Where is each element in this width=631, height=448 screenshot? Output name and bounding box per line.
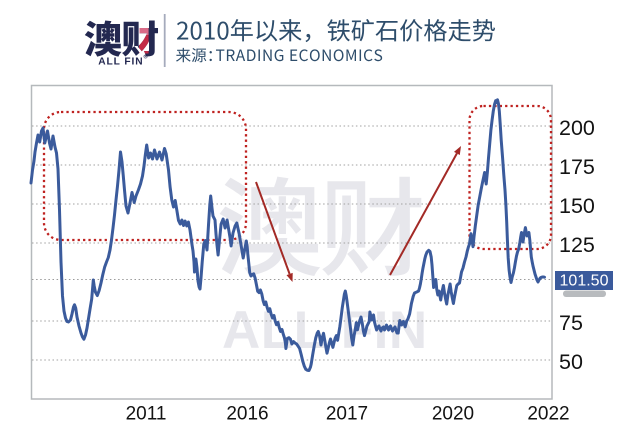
svg-text:2016: 2016 [226, 404, 268, 425]
svg-text:101.50: 101.50 [560, 273, 609, 290]
svg-text:150: 150 [559, 194, 595, 218]
svg-text:200: 200 [559, 116, 595, 140]
svg-text:ALL FIN: ALL FIN [98, 56, 143, 67]
svg-text:2022: 2022 [527, 404, 569, 425]
svg-text:2020: 2020 [432, 404, 474, 425]
svg-text:2011: 2011 [126, 404, 167, 425]
svg-text:75: 75 [559, 311, 583, 335]
svg-text:125: 125 [559, 233, 595, 257]
svg-text:2017: 2017 [326, 404, 368, 425]
svg-text:175: 175 [559, 155, 595, 179]
svg-text:50: 50 [559, 350, 583, 374]
svg-text:®: ® [144, 54, 148, 61]
